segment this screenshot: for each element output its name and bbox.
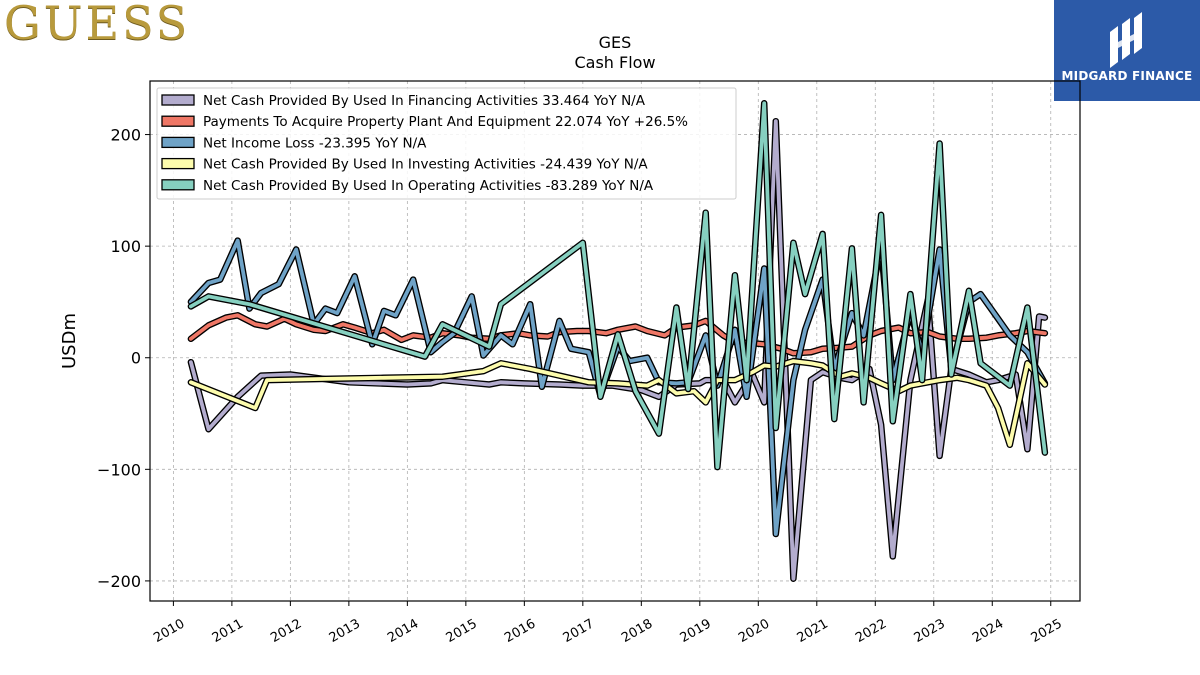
x-tick-label: 2010 (151, 616, 187, 646)
x-tick-label: 2015 (444, 616, 480, 646)
series-lines (187, 100, 1049, 582)
x-tick-label: 2018 (619, 616, 655, 646)
x-tick-label: 2017 (561, 616, 597, 646)
legend-swatch (161, 157, 195, 170)
plot-frame (149, 80, 1081, 602)
x-tick-label: 2019 (678, 616, 714, 646)
series-line (189, 359, 1047, 447)
legend-label: Net Cash Provided By Used In Investing A… (203, 157, 648, 173)
legend: Net Cash Provided By Used In Financing A… (156, 87, 737, 200)
series-4 (187, 100, 1049, 471)
x-tick-label: 2023 (912, 616, 948, 646)
midgard-finance-wordmark: MIDGARD FINANCE (1061, 69, 1193, 83)
legend-label: Net Cash Provided By Used In Financing A… (203, 93, 646, 109)
legend-label: Net Income Loss -23.395 YoY N/A (203, 135, 427, 151)
x-tick-label: 2020 (736, 616, 772, 646)
x-tick-label: 2024 (970, 616, 1006, 646)
y-axis-label: USDm (59, 313, 80, 369)
y-tick-label: 0 (131, 349, 141, 368)
legend-label: Payments To Acquire Property Plant And E… (203, 114, 688, 130)
legend-swatch (161, 179, 195, 191)
legend-swatch (161, 115, 195, 127)
x-tick-label: 2016 (502, 616, 538, 646)
chart-title: GES (599, 33, 632, 52)
x-tick-label: 2012 (268, 616, 304, 646)
x-tick-label: 2021 (795, 616, 831, 646)
y-tick-label: −200 (97, 572, 141, 591)
legend-swatch (161, 94, 195, 106)
x-tick-label: 2011 (210, 616, 246, 646)
chart-subtitle: Cash Flow (574, 53, 655, 72)
x-tick-label: 2022 (853, 616, 889, 646)
midgard-mark-icon (1110, 12, 1142, 68)
legend-swatch (161, 136, 195, 149)
x-tick-label: 2014 (385, 616, 421, 646)
series-0 (187, 117, 1049, 582)
legend-label: Net Cash Provided By Used In Operating A… (203, 178, 654, 194)
series-3 (187, 357, 1049, 449)
x-tick-label: 2013 (327, 616, 363, 646)
series-line-outline (187, 357, 1049, 449)
legend-box (156, 87, 737, 200)
y-tick-label: 200 (110, 126, 141, 145)
guess-logo: GUESS (4, 0, 191, 50)
series-line (189, 119, 1047, 581)
x-tick-label: 2025 (1029, 616, 1065, 646)
y-tick-label: 100 (110, 237, 141, 256)
series-line (189, 101, 1047, 469)
midgard-finance-logo: MIDGARD FINANCE (1054, 0, 1200, 101)
y-tick-label: −100 (97, 460, 141, 479)
